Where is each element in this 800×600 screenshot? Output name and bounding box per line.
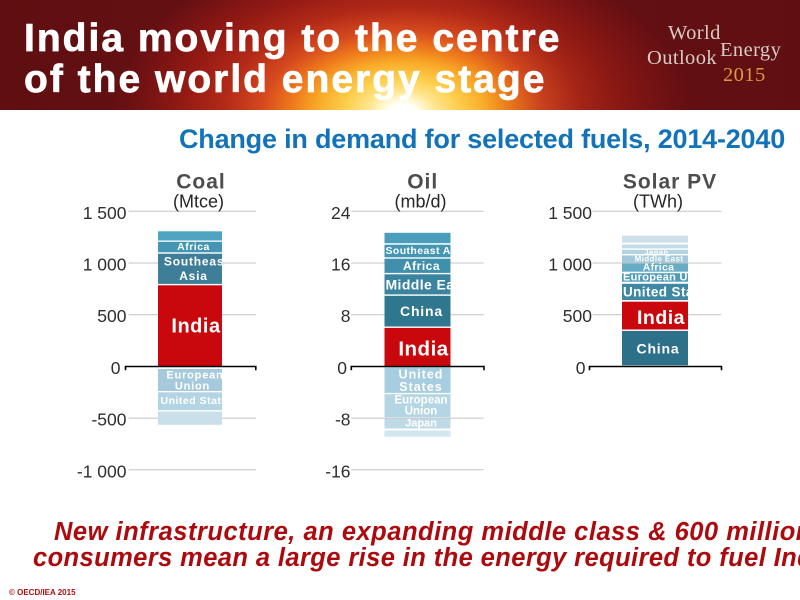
svg-text:Solar PV: Solar PV <box>623 171 717 194</box>
svg-text:500: 500 <box>97 306 126 326</box>
svg-text:0: 0 <box>576 358 586 378</box>
svg-text:United States: United States <box>623 285 714 300</box>
svg-text:24: 24 <box>331 203 351 223</box>
svg-text:8: 8 <box>341 306 351 326</box>
svg-text:United: United <box>399 368 444 382</box>
svg-text:Africa: Africa <box>643 262 675 274</box>
svg-text:China: China <box>400 303 443 319</box>
svg-text:European: European <box>394 394 447 406</box>
svg-text:0: 0 <box>111 358 121 378</box>
svg-text:Japan: Japan <box>405 417 437 429</box>
svg-text:500: 500 <box>563 306 592 326</box>
svg-text:16: 16 <box>331 255 350 275</box>
svg-text:China: China <box>637 341 680 357</box>
svg-text:Middle East: Middle East <box>635 255 684 264</box>
svg-text:-16: -16 <box>325 461 350 481</box>
svg-text:Union: Union <box>405 405 438 417</box>
svg-text:European Union: European Union <box>623 271 712 283</box>
svg-text:Africa: Africa <box>403 259 440 273</box>
svg-text:Southeast: Southeast <box>164 255 229 269</box>
svg-text:Africa: Africa <box>177 241 210 253</box>
svg-text:Coal: Coal <box>176 171 226 194</box>
svg-text:India: India <box>398 338 448 361</box>
svg-text:Oil: Oil <box>407 171 438 194</box>
svg-text:Japan: Japan <box>644 247 668 256</box>
svg-text:Southeast Asia: Southeast Asia <box>386 245 467 257</box>
svg-text:States: States <box>399 380 443 394</box>
svg-text:India: India <box>171 316 221 338</box>
svg-text:-8: -8 <box>335 410 351 430</box>
svg-text:(TWh): (TWh) <box>633 192 683 212</box>
svg-text:-1 000: -1 000 <box>77 461 127 481</box>
svg-text:1 500: 1 500 <box>83 203 127 223</box>
svg-text:(Mtce): (Mtce) <box>173 192 224 212</box>
svg-text:(mb/d): (mb/d) <box>394 192 446 212</box>
svg-text:Middle East: Middle East <box>386 276 468 292</box>
svg-text:United States: United States <box>161 395 235 407</box>
svg-text:1 000: 1 000 <box>83 255 127 275</box>
svg-text:India: India <box>637 307 685 329</box>
svg-text:Asia: Asia <box>179 269 208 283</box>
svg-text:Union: Union <box>175 381 210 393</box>
svg-text:1 000: 1 000 <box>548 255 592 275</box>
svg-text:1 500: 1 500 <box>548 203 592 223</box>
svg-text:European: European <box>166 369 223 381</box>
svg-text:-500: -500 <box>91 410 126 430</box>
svg-text:0: 0 <box>337 358 347 378</box>
